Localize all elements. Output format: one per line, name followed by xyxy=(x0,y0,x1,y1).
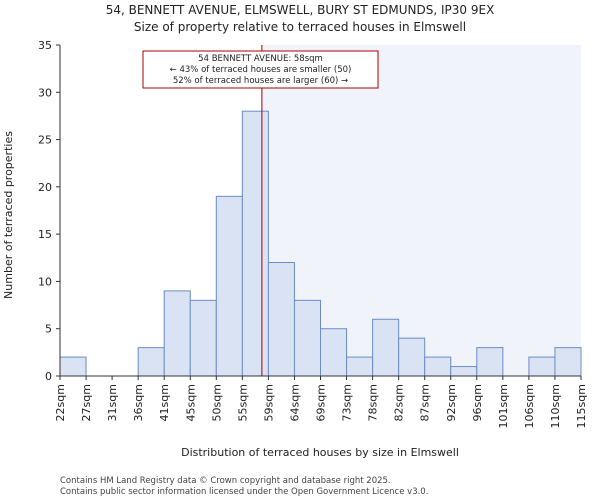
bars-group xyxy=(59,110,582,377)
x-tick-label: 31sqm xyxy=(106,384,119,421)
bar-82sqm xyxy=(398,337,426,377)
x-tick-label: 106sqm xyxy=(523,384,536,428)
footer-line-2: Contains public sector information licen… xyxy=(60,487,428,497)
x-ticks: 22sqm 27sqm 31sqm 36sqm 41sqm 45sqm 50sqm 55sqm… xyxy=(54,376,588,428)
x-tick-label: 50sqm xyxy=(210,384,223,421)
x-tick-label: 73sqm xyxy=(341,384,354,421)
bar-110sqm xyxy=(554,347,582,377)
bar-73sqm xyxy=(346,356,374,377)
bar-87sqm xyxy=(424,356,452,377)
x-tick-label: 22sqm xyxy=(54,384,67,421)
bar-55sqm xyxy=(241,110,269,377)
y-tick-label: 30 xyxy=(38,86,52,99)
annotation-line-2: ← 43% of terraced houses are smaller (50… xyxy=(170,65,352,75)
y-tick-label: 10 xyxy=(38,275,52,288)
bar-106sqm xyxy=(528,356,556,377)
x-tick-label: 64sqm xyxy=(288,384,301,421)
chart-subtitle: Size of property relative to terraced ho… xyxy=(134,20,466,34)
x-tick-label: 59sqm xyxy=(262,384,275,421)
x-tick-label: 36sqm xyxy=(132,384,145,421)
x-tick-label: 45sqm xyxy=(184,384,197,421)
y-tick-label: 35 xyxy=(38,39,52,52)
annotation-border xyxy=(142,50,379,89)
bar-45sqm xyxy=(189,299,217,377)
bar-78sqm xyxy=(372,318,400,377)
chart-title: 54, BENNETT AVENUE, ELMSWELL, BURY ST ED… xyxy=(106,3,495,17)
x-tick-label: 69sqm xyxy=(315,384,328,421)
bar-96sqm xyxy=(476,347,504,377)
y-tick-label: 15 xyxy=(38,228,52,241)
bar-41sqm xyxy=(163,290,191,377)
x-tick-label: 87sqm xyxy=(419,384,432,421)
y-axis-title: Number of terraced properties xyxy=(2,131,15,299)
x-axis-title: Distribution of terraced houses by size … xyxy=(181,446,459,459)
x-tick-label: 27sqm xyxy=(80,384,93,421)
annotation-box: 54 BENNETT AVENUE: 58sqm ← 43% of terrac… xyxy=(142,50,379,89)
y-tick-label: 20 xyxy=(38,181,52,194)
footer-line-1: Contains HM Land Registry data © Crown c… xyxy=(60,476,391,486)
bar-92sqm xyxy=(450,366,478,377)
bar-22sqm xyxy=(59,356,87,377)
x-tick-label: 101sqm xyxy=(497,384,510,428)
bar-64sqm xyxy=(293,299,322,377)
x-tick-label: 92sqm xyxy=(445,384,458,421)
x-tick-label: 110sqm xyxy=(549,384,562,428)
x-tick-label: 82sqm xyxy=(393,384,406,421)
annotation-line-1: 54 BENNETT AVENUE: 58sqm xyxy=(198,54,323,64)
bar-36sqm xyxy=(137,347,165,377)
x-tick-label: 115sqm xyxy=(575,384,588,428)
y-ticks: 0 5 10 15 20 25 30 35 xyxy=(38,39,60,383)
x-tick-label: 78sqm xyxy=(367,384,380,421)
y-tick-label: 5 xyxy=(45,323,52,336)
x-tick-label: 96sqm xyxy=(471,384,484,421)
bar-50sqm xyxy=(215,195,243,377)
annotation-line-3: 52% of terraced houses are larger (60) → xyxy=(173,76,348,86)
bar-59sqm xyxy=(267,262,295,377)
y-tick-label: 0 xyxy=(45,370,52,383)
x-tick-label: 55sqm xyxy=(236,384,249,421)
bar-69sqm xyxy=(320,328,348,377)
x-tick-label: 41sqm xyxy=(158,384,171,421)
y-tick-label: 25 xyxy=(38,134,52,147)
